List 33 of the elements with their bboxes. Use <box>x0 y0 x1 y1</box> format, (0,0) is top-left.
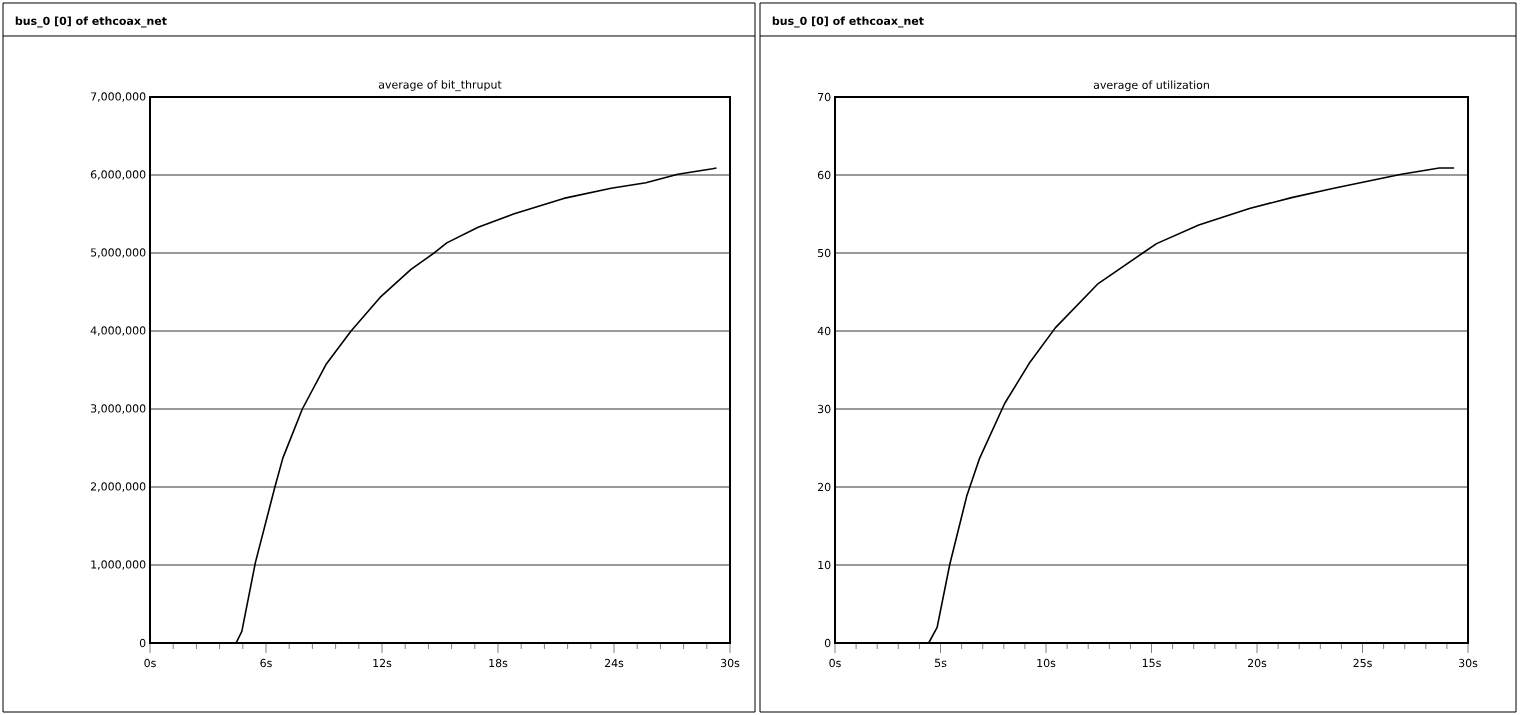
y-tick-label: 4,000,000 <box>90 326 146 336</box>
x-tick-label: 6s <box>260 658 272 668</box>
y-tick-label: 50 <box>817 248 831 258</box>
y-tick-label: 5,000,000 <box>91 248 146 258</box>
x-tick-label: 30s <box>720 658 740 668</box>
y-tick-label: 7,000,000 <box>91 92 146 102</box>
y-tick-label: 0 <box>824 638 831 648</box>
x-tick-label: 18s <box>489 658 508 668</box>
x-tick-label: 24s <box>604 658 624 668</box>
x-tick-label: 5s <box>934 658 947 668</box>
y-tick-label: 1,000,000 <box>91 560 146 570</box>
x-tick-label: 12s <box>373 658 392 668</box>
chart-title: bus_0 [0] of ethcoax_net <box>772 16 924 28</box>
y-tick-label: 10 <box>818 560 831 570</box>
y-tick-label: 6,000,000 <box>90 170 146 180</box>
x-tick-label: 10s <box>1037 658 1056 668</box>
y-tick-label: 20 <box>817 482 831 492</box>
x-tick-label: 0s <box>144 658 156 668</box>
x-tick-label: 15s <box>1142 658 1161 668</box>
x-tick-label: 25s <box>1353 658 1372 668</box>
chart-title: bus_0 [0] of ethcoax_net <box>15 16 167 28</box>
x-tick-label: 0s <box>829 658 841 668</box>
y-tick-label: 40 <box>817 326 831 336</box>
y-tick-label: 60 <box>817 170 831 180</box>
y-tick-label: 0 <box>139 638 146 648</box>
chart-subtitle: average of utilization <box>1093 80 1209 92</box>
y-tick-label: 2,000,000 <box>90 482 146 492</box>
y-tick-label: 3,000,000 <box>91 404 146 414</box>
x-tick-label: 20s <box>1247 658 1267 668</box>
y-tick-label: 30 <box>817 404 831 414</box>
y-tick-label: 70 <box>818 92 831 102</box>
x-tick-label: 30s <box>1459 658 1478 668</box>
chart-subtitle: average of bit_thruput <box>378 80 502 92</box>
